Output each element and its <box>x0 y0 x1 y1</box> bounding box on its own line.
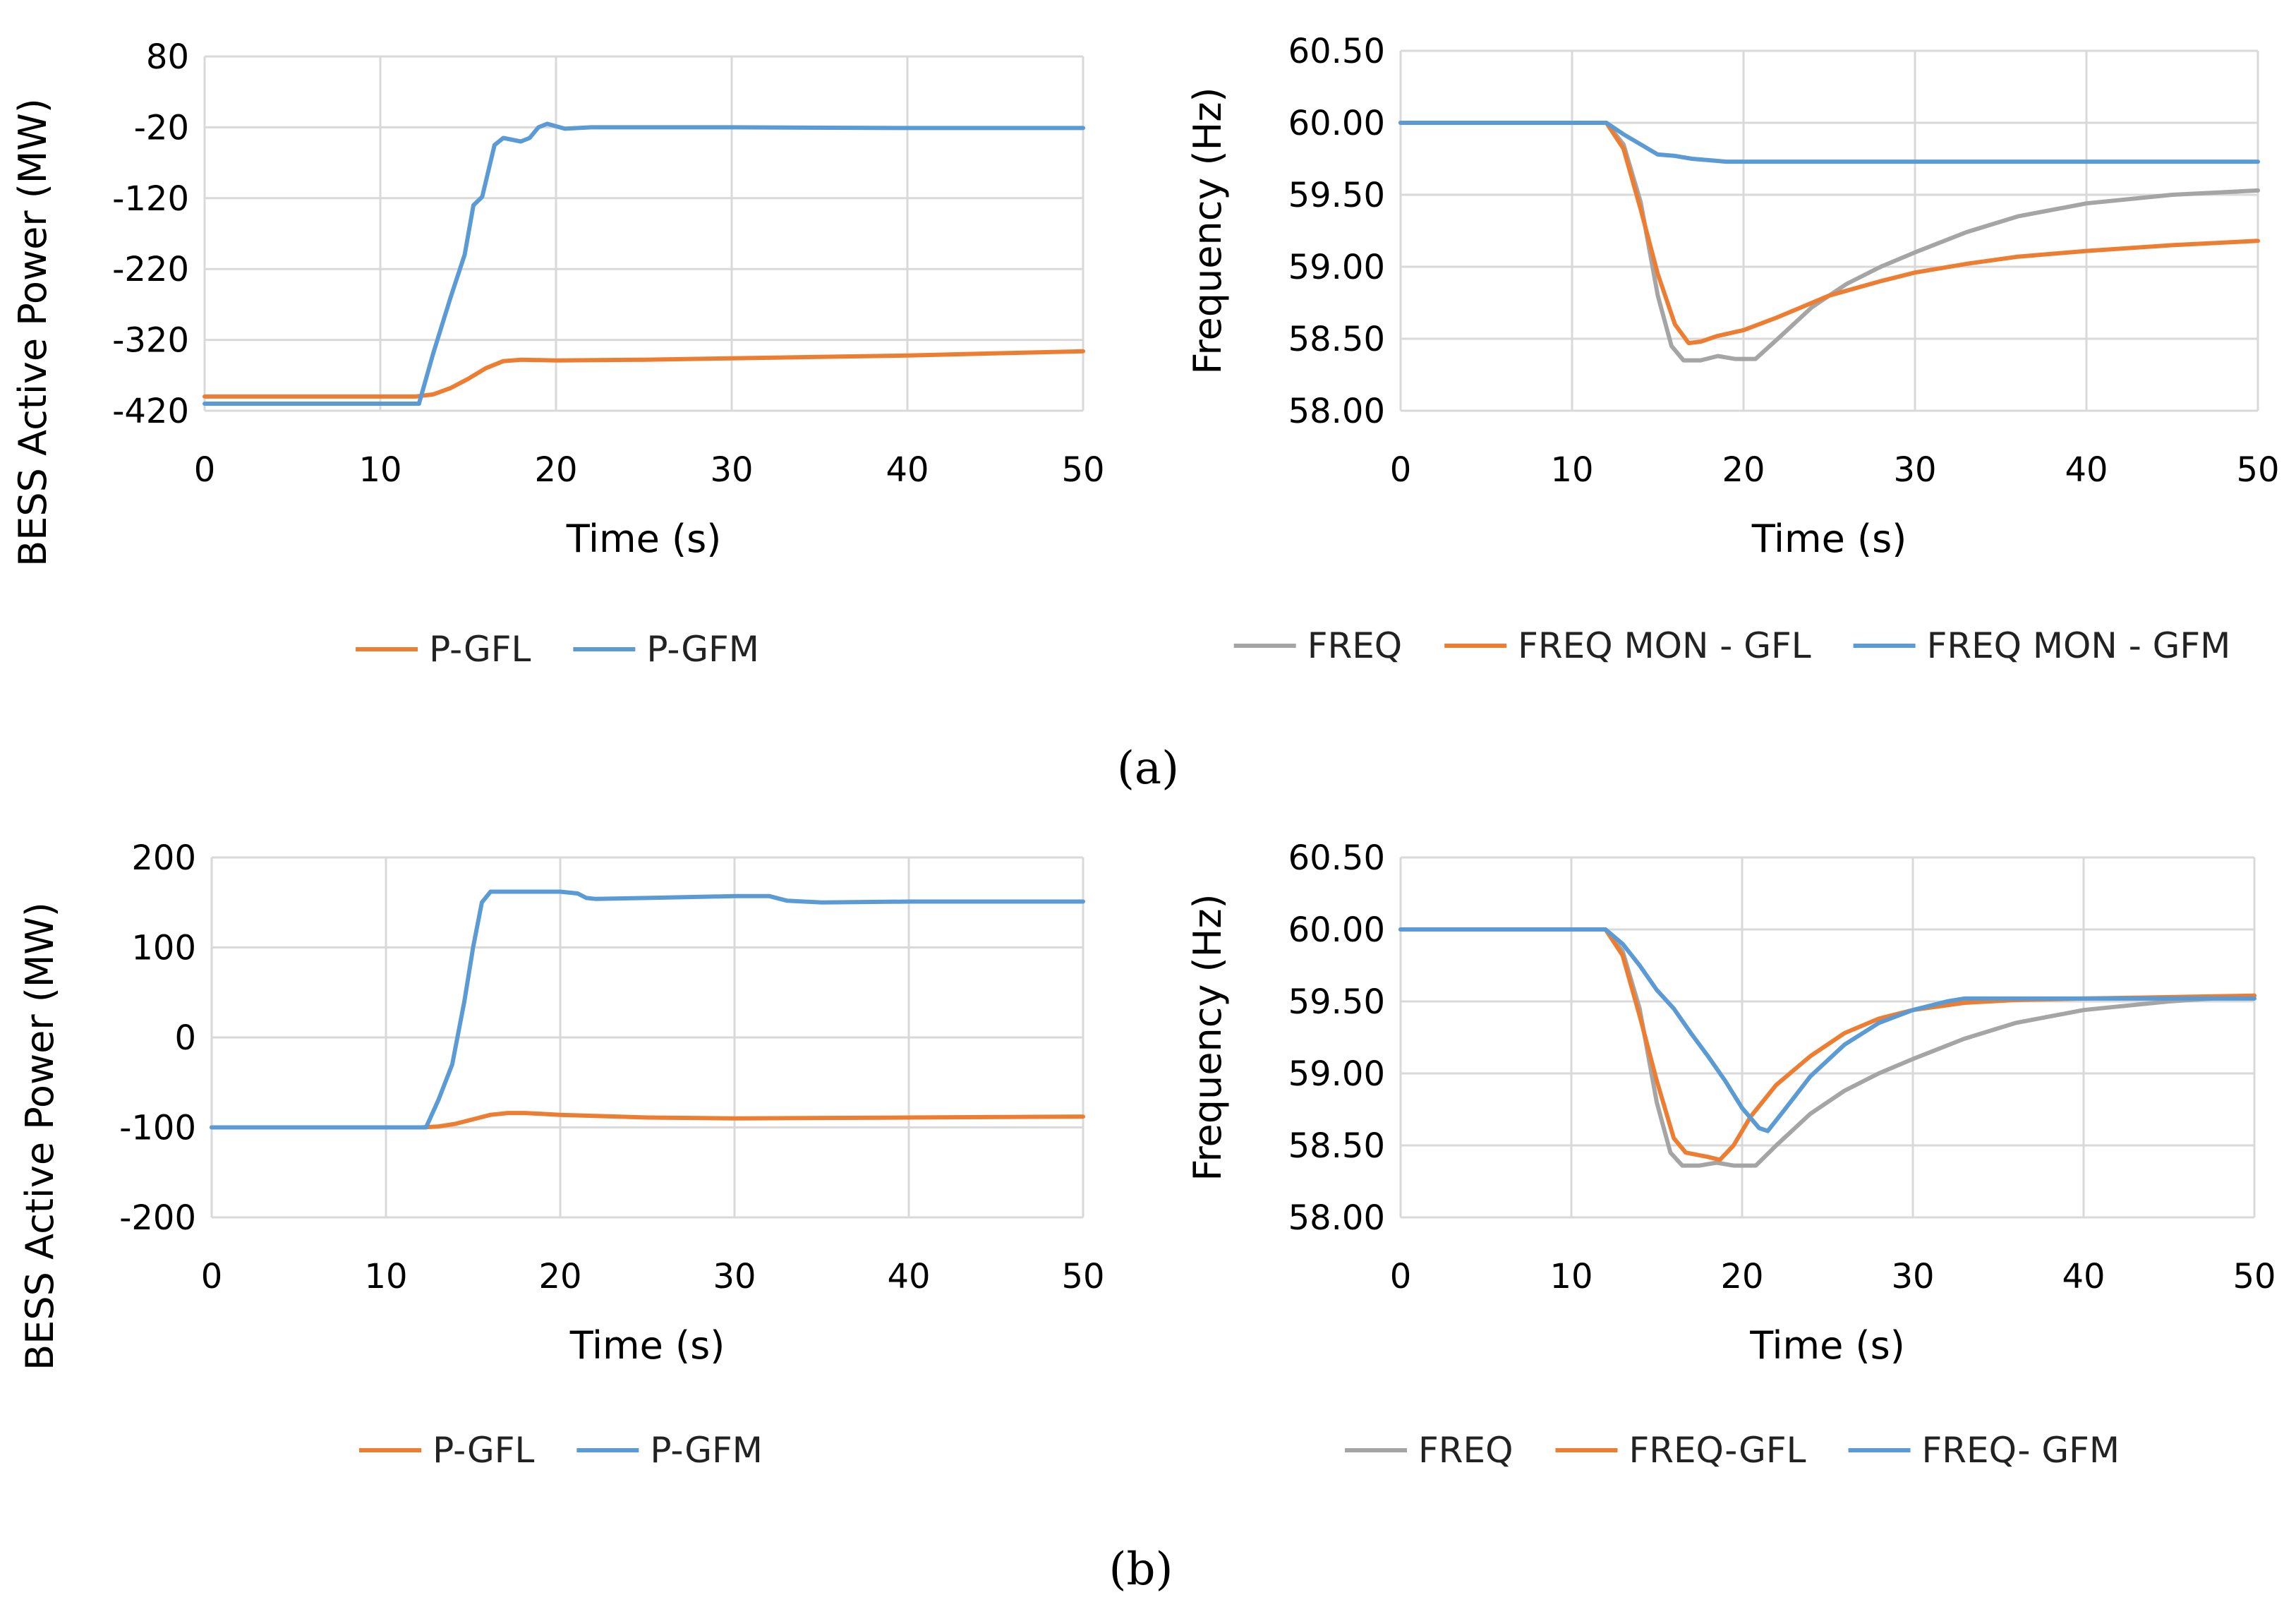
y-tick-label: 58.50 <box>1288 1126 1385 1166</box>
x-tick-label: 10 <box>358 450 401 490</box>
x-tick-label: 40 <box>887 1257 930 1296</box>
legend: P-GFL P-GFM <box>359 1430 763 1471</box>
legend-label: P-GFL <box>429 629 531 670</box>
y-tick-label: 60.00 <box>1288 104 1385 143</box>
x-tick-label: 20 <box>1720 1257 1763 1296</box>
y-tick-label: 58.00 <box>1288 392 1385 431</box>
chart-b2: 60.50 60.00 59.50 59.00 58.50 58.000 10 20 30 40 5… <box>1185 838 2276 1471</box>
y-tick-label: 58.50 <box>1288 320 1385 359</box>
legend-label: FREQ MON - GFL <box>1518 625 1811 666</box>
x-tick-label: 0 <box>194 450 216 490</box>
x-axis-title: Time (s) <box>1751 517 1907 561</box>
legend: FREQ FREQ-GFL FREQ- GFM <box>1345 1430 2120 1471</box>
x-tick-label: 0 <box>201 1257 223 1296</box>
y-axis-title: BESS Active Power (MW) <box>11 98 55 567</box>
series-line-freq <box>1398 927 2256 1168</box>
y-tick-label: 200 <box>131 838 196 878</box>
x-tick-label: 50 <box>1061 450 1104 490</box>
y-axis-title: Frequency (Hz) <box>1185 87 1230 374</box>
y-tick-label: 59.00 <box>1288 1054 1385 1094</box>
legend-label: P-GFL <box>433 1430 534 1471</box>
x-tick-label: 0 <box>1390 1257 1412 1296</box>
x-axis-title: Time (s) <box>1749 1323 1905 1368</box>
x-tick-label: 50 <box>2232 1257 2276 1296</box>
x-tick-label: 10 <box>364 1257 407 1296</box>
y-axis-title: BESS Active Power (MW) <box>18 902 62 1371</box>
series-line-freq-gfl <box>1398 927 2256 1162</box>
y-tick-label: 80 <box>146 37 189 77</box>
y-tick-label: -320 <box>112 321 189 361</box>
x-tick-label: 30 <box>710 450 753 490</box>
y-tick-label: 58.00 <box>1288 1198 1385 1238</box>
x-axis-title: Time (s) <box>569 1323 725 1368</box>
x-tick-label: 10 <box>1550 450 1593 490</box>
series-line-p-gfl <box>210 1111 1085 1130</box>
x-tick-label: 30 <box>1891 1257 1934 1296</box>
series-line-freq <box>1398 121 2260 363</box>
x-tick-label: 40 <box>886 450 929 490</box>
legend-label: FREQ <box>1307 625 1402 666</box>
series-line-p-gfm <box>210 889 1085 1130</box>
y-tick-label: 59.50 <box>1288 176 1385 215</box>
x-tick-label: 20 <box>538 1257 581 1296</box>
x-tick-label: 30 <box>713 1257 756 1296</box>
series-line-p-gfl <box>203 349 1085 399</box>
chart-a2: 60.50 60.00 59.50 59.00 58.50 58.000 10 20 30 40 5… <box>1185 32 2280 666</box>
legend-label: P-GFM <box>646 629 759 670</box>
y-tick-label: -120 <box>112 179 189 219</box>
x-tick-label: 40 <box>2062 1257 2105 1296</box>
y-tick-label: 60.50 <box>1288 838 1385 878</box>
y-tick-label: 0 <box>174 1018 196 1058</box>
y-tick-label: -100 <box>119 1109 196 1148</box>
x-tick-label: 30 <box>1893 450 1936 490</box>
legend-label: FREQ MON - GFM <box>1927 625 2231 666</box>
series-line-freq-mon-gfm <box>1398 121 2260 164</box>
y-tick-label: -20 <box>134 108 189 147</box>
y-tick-label: 59.00 <box>1288 248 1385 287</box>
series-line-p-gfm <box>203 121 1085 406</box>
x-tick-label: 50 <box>2236 450 2279 490</box>
y-tick-label: 59.50 <box>1288 982 1385 1022</box>
x-axis-title: Time (s) <box>566 517 722 561</box>
y-axis-title: Frequency (Hz) <box>1185 893 1230 1181</box>
legend-label: FREQ- GFM <box>1922 1430 2120 1471</box>
x-tick-label: 10 <box>1549 1257 1593 1296</box>
panel-label-a: (a) <box>1117 742 1179 795</box>
x-tick-label: 50 <box>1061 1257 1104 1296</box>
x-tick-label: 40 <box>2065 450 2108 490</box>
y-tick-label: 60.50 <box>1288 32 1385 71</box>
y-tick-label: -420 <box>112 392 189 431</box>
panel-label-b: (b) <box>1109 1543 1173 1596</box>
legend-label: FREQ <box>1418 1430 1513 1471</box>
x-tick-label: 20 <box>1722 450 1765 490</box>
series-line-freq-mon-gfl <box>1398 121 2260 346</box>
legend: P-GFL P-GFM <box>356 629 759 670</box>
y-tick-label: 100 <box>131 929 196 968</box>
y-tick-label: -220 <box>112 250 189 289</box>
y-tick-label: -200 <box>119 1198 196 1238</box>
y-tick-label: 60.00 <box>1288 910 1385 950</box>
legend: FREQ FREQ MON - GFL FREQ MON - GFM <box>1233 625 2231 666</box>
x-tick-label: 0 <box>1390 450 1412 490</box>
legend-label: P-GFM <box>650 1430 763 1471</box>
legend-label: FREQ-GFL <box>1629 1430 1806 1471</box>
x-tick-label: 20 <box>534 450 577 490</box>
series-line-freq-gfm <box>1398 927 2256 1133</box>
